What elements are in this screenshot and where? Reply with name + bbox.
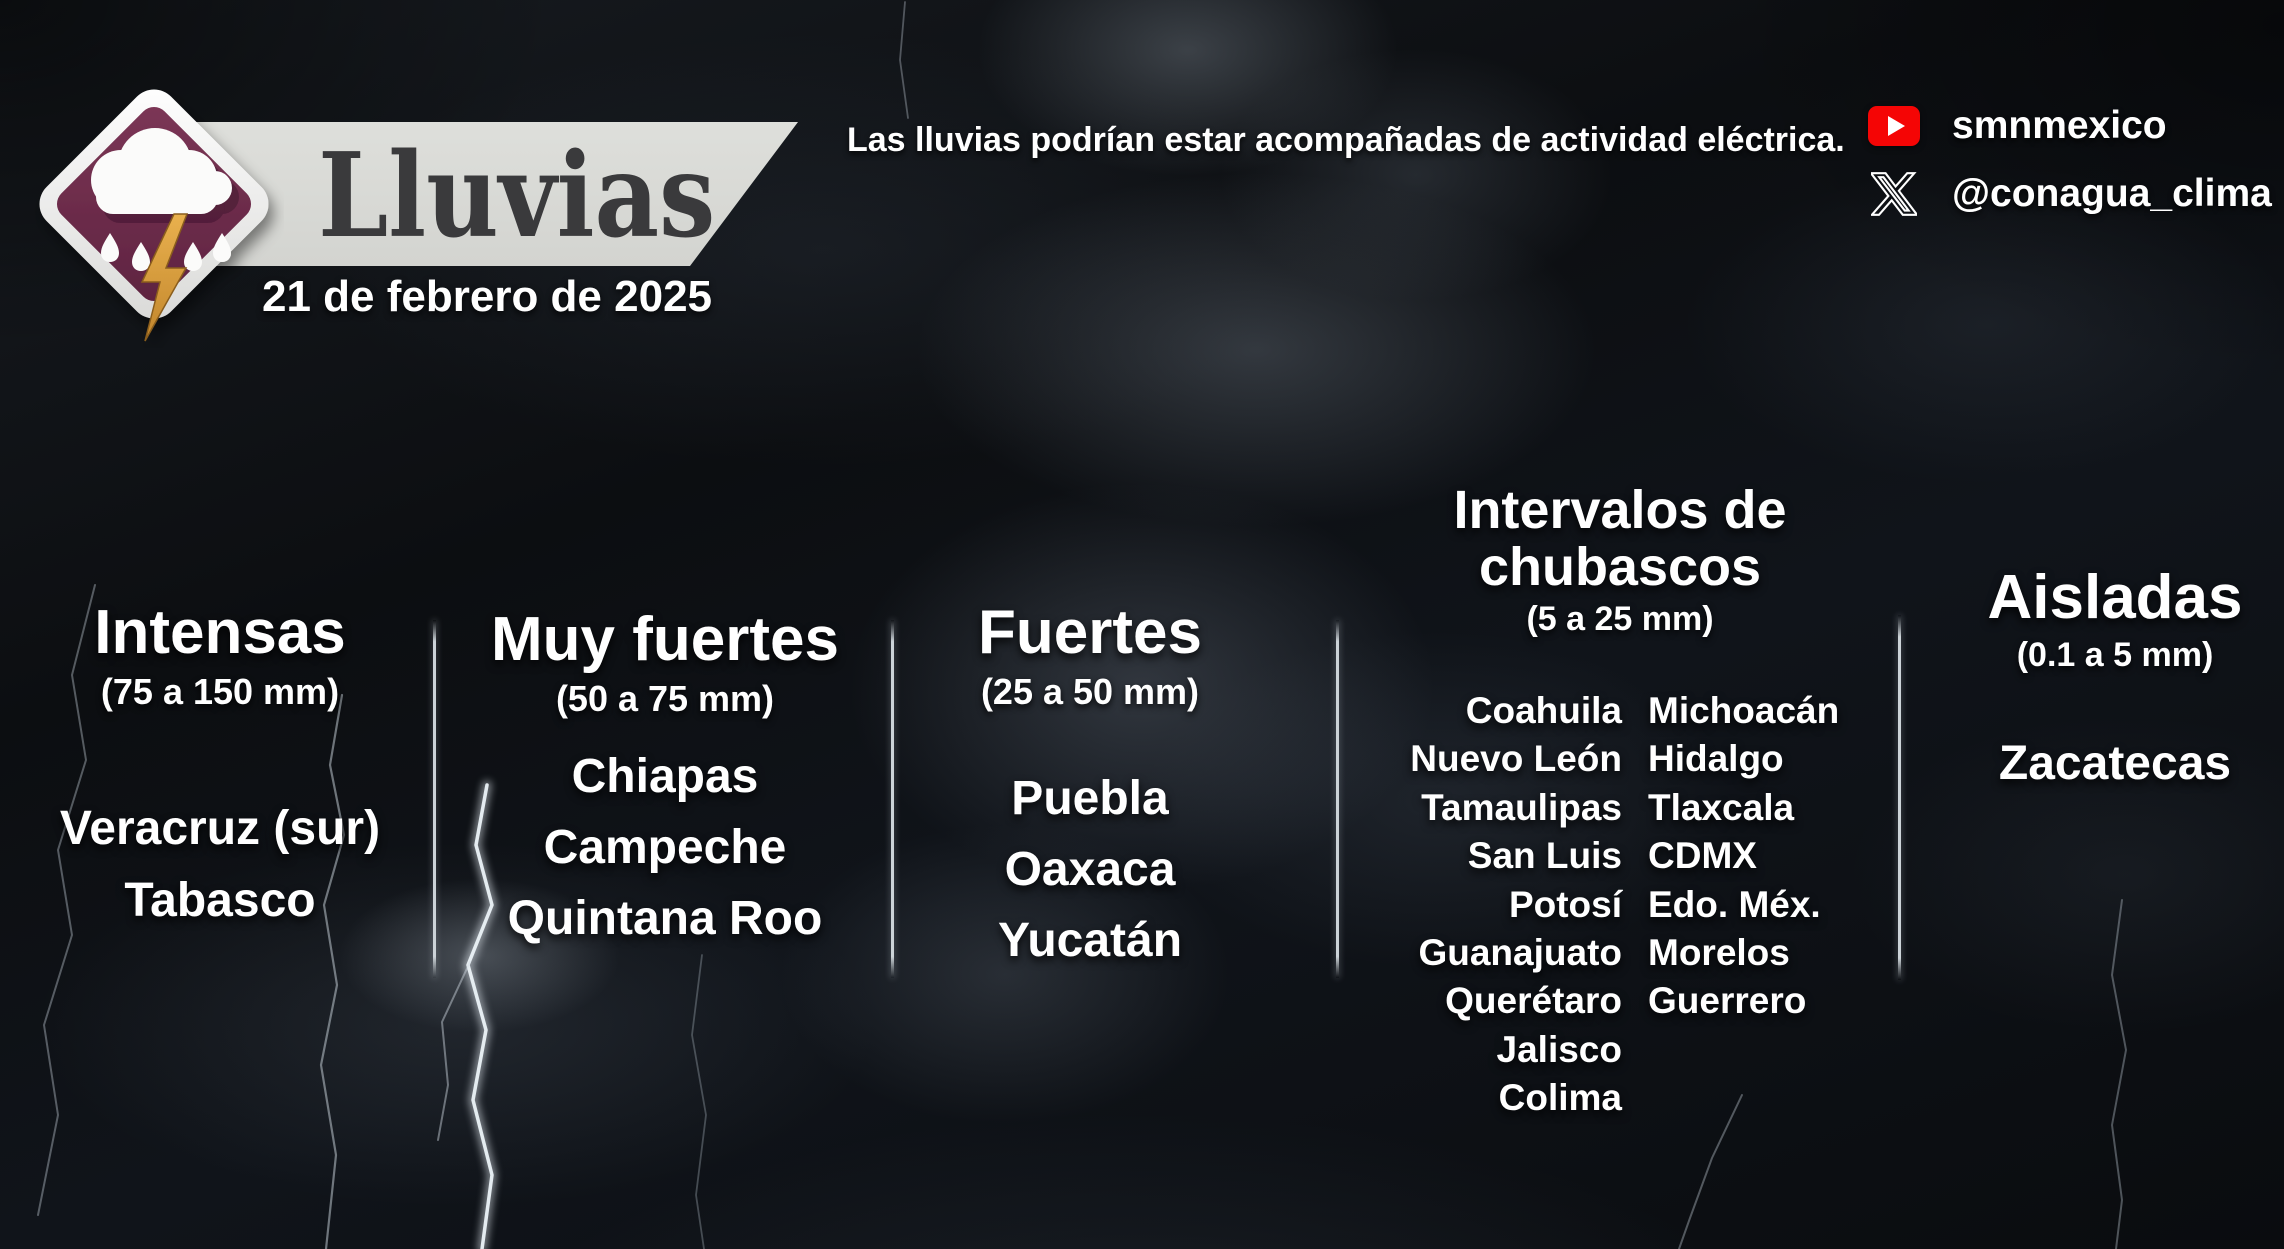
- state-item: Campeche: [543, 821, 787, 875]
- state-item: Tamaulipas: [1421, 786, 1622, 828]
- state-item: Querétaro: [1445, 980, 1622, 1022]
- state-list: Zacatecas: [1950, 728, 2280, 799]
- state-sublist-left: Coahuila Nuevo León Tamaulipas San Luis …: [1360, 687, 1622, 1123]
- youtube-row: smnmexico: [1868, 104, 2272, 148]
- state-item: Nuevo León: [1410, 738, 1622, 780]
- play-icon: [1887, 116, 1905, 136]
- category-title: Intervalos de chubascos: [1453, 480, 1787, 597]
- category-column-muy-fuertes: Muy fuertes (50 a 75 mm) Chiapas Campech…: [450, 607, 880, 954]
- state-item: Tabasco: [124, 874, 316, 928]
- category-column-intervalos: Intervalos de chubascos (5 a 25 mm) Coah…: [1360, 482, 1880, 1123]
- youtube-handle: smnmexico: [1952, 104, 2167, 147]
- column-divider: [1336, 620, 1339, 978]
- state-item: Michoacán: [1648, 690, 1840, 731]
- column-divider: [891, 620, 894, 978]
- state-item: Puebla: [1011, 772, 1169, 826]
- state-item: Colima: [1498, 1077, 1622, 1119]
- category-range: (25 a 50 mm): [980, 671, 1200, 713]
- rain-thunderstorm-icon: [39, 89, 269, 342]
- state-item: Quintana Roo: [507, 892, 823, 946]
- state-list: Coahuila Nuevo León Tamaulipas San Luis …: [1360, 687, 1880, 1123]
- social-handles: smnmexico @conagua_clima: [1868, 104, 2272, 240]
- category-range: (50 a 75 mm): [555, 678, 775, 720]
- state-list: Chiapas Campeche Quintana Roo: [450, 741, 880, 954]
- column-divider: [1898, 615, 1901, 980]
- state-item: Edo. Méx.: [1648, 883, 1821, 925]
- state-item: CDMX: [1648, 835, 1757, 877]
- state-item: Chiapas: [571, 750, 759, 804]
- category-column-intensas: Intensas (75 a 150 mm) Veracruz (sur) Ta…: [20, 600, 420, 937]
- state-item: Guerrero: [1648, 980, 1807, 1022]
- category-range: (5 a 25 mm): [1526, 600, 1714, 638]
- category-column-aisladas: Aisladas (0.1 a 5 mm) Zacatecas: [1950, 565, 2280, 799]
- state-item: San Luis Potosí: [1467, 835, 1622, 925]
- state-item: Coahuila: [1465, 690, 1622, 731]
- state-item: Hidalgo: [1648, 738, 1784, 780]
- category-range: (0.1 a 5 mm): [2016, 636, 2214, 675]
- state-item: Jalisco: [1496, 1028, 1622, 1070]
- x-handle: @conagua_clima: [1952, 172, 2272, 215]
- state-list: Puebla Oaxaca Yucatán: [890, 763, 1290, 976]
- state-list: Veracruz (sur) Tabasco: [20, 793, 420, 937]
- state-item: Guanajuato: [1418, 932, 1622, 974]
- state-item: Yucatán: [997, 914, 1183, 968]
- category-title: Aisladas: [1987, 563, 2243, 632]
- state-item: Veracruz (sur): [59, 802, 381, 856]
- forecast-date: 21 de febrero de 2025: [262, 272, 713, 321]
- youtube-icon: [1868, 106, 1920, 146]
- x-row: @conagua_clima: [1868, 170, 2272, 218]
- page-title: Lluvias: [318, 128, 716, 264]
- column-divider: [433, 620, 436, 978]
- state-sublist-right: Michoacán Hidalgo Tlaxcala CDMX Edo. Méx…: [1648, 687, 1878, 1123]
- category-column-fuertes: Fuertes (25 a 50 mm) Puebla Oaxaca Yucat…: [890, 600, 1290, 976]
- state-item: Tlaxcala: [1648, 786, 1795, 828]
- state-item: Morelos: [1648, 932, 1790, 974]
- state-item: Zacatecas: [1998, 737, 2232, 791]
- state-item: Oaxaca: [1004, 843, 1176, 897]
- category-range: (75 a 150 mm): [100, 671, 340, 713]
- electric-activity-note: Las lluvias podrían estar acompañadas de…: [847, 121, 1845, 159]
- category-title: Intensas: [94, 598, 346, 667]
- x-icon: [1868, 170, 1920, 218]
- title-banner: Lluvias: [138, 122, 798, 266]
- category-title: Fuertes: [978, 598, 1202, 667]
- category-title: Muy fuertes: [491, 605, 839, 674]
